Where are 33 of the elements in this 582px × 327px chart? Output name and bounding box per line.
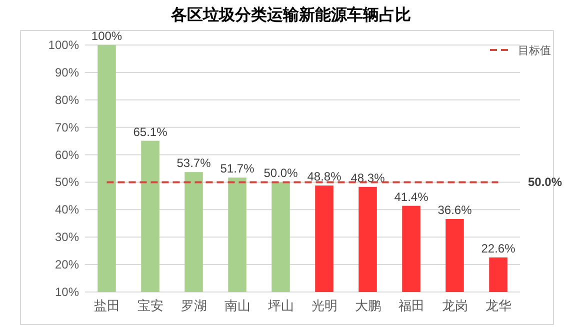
data-label: 100% [91, 29, 122, 43]
data-label: 53.7% [176, 156, 212, 170]
legend: 目标值 [490, 45, 551, 57]
data-label: 22.6% [481, 241, 516, 256]
data-label: 65.1% [133, 124, 168, 139]
x-tick-label: 宝安 [137, 298, 164, 313]
y-tick-label: 90% [54, 65, 80, 80]
x-tick-label: 光明 [311, 298, 338, 313]
chart-title: 各区垃圾分类运输新能源车辆占比 [170, 6, 411, 24]
y-tick-label: 60% [54, 148, 80, 162]
y-tick-label: 10% [54, 285, 80, 299]
legend-label: 目标值 [518, 45, 551, 57]
annotation: 50.0% [528, 175, 562, 190]
x-tick-label: 坪山 [266, 298, 294, 313]
y-tick-label: 20% [54, 258, 80, 272]
data-label: 51.7% [220, 162, 255, 176]
y-tick-label: 40% [54, 202, 80, 217]
y-tick-label: 80% [54, 92, 80, 107]
y-tick-label: 30% [54, 230, 80, 244]
data-label: 41.4% [394, 190, 429, 204]
y-tick-label: 70% [54, 120, 80, 134]
x-tick-label: 龙岗 [442, 298, 468, 313]
data-label: 50.0% [264, 166, 298, 180]
x-tick-label: 盐田 [94, 298, 120, 313]
y-tick-label: 100% [48, 38, 80, 52]
data-label: 48.8% [307, 170, 342, 184]
x-tick-label: 南山 [224, 298, 250, 313]
data-label: 36.6% [438, 203, 472, 217]
x-tick-label: 大鹏 [354, 298, 381, 313]
x-tick-label: 龙华 [485, 298, 512, 313]
x-tick-label: 福田 [398, 298, 424, 313]
y-tick-label: 50% [54, 175, 80, 190]
x-tick-label: 罗湖 [180, 298, 207, 313]
